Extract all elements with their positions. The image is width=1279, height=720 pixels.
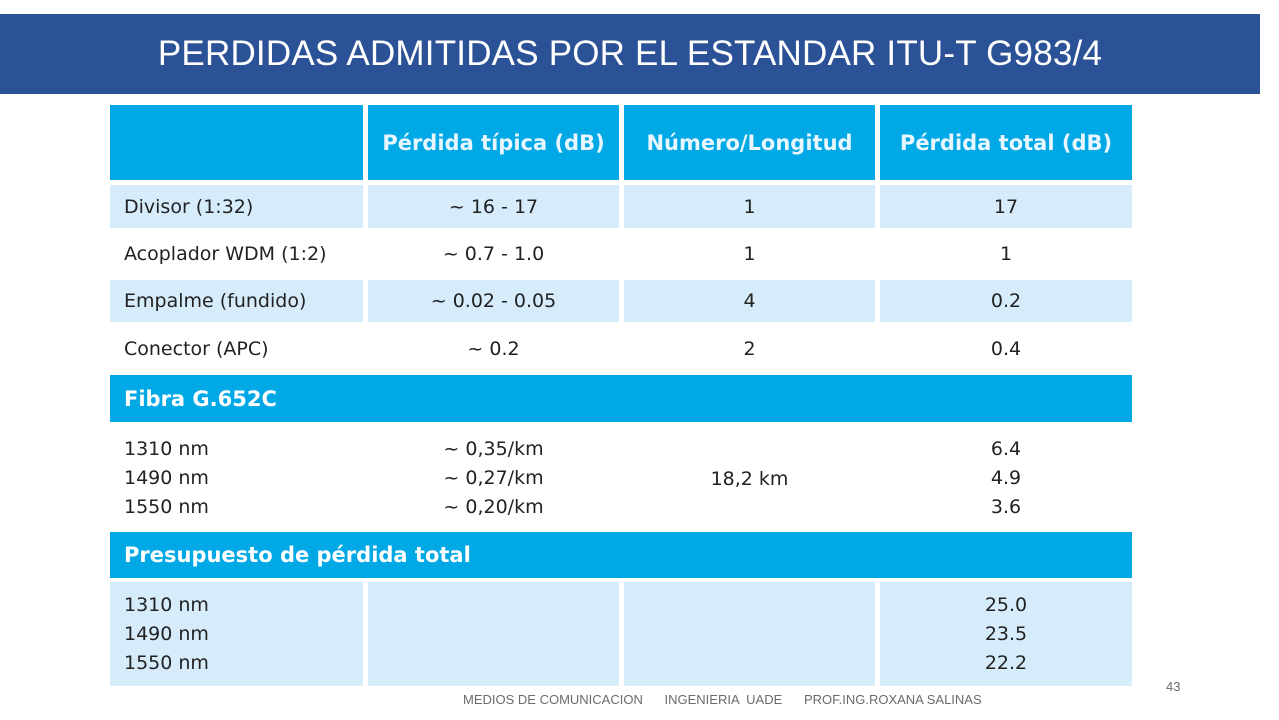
wavelength-label: 1550 nm	[124, 651, 209, 674]
title-bar: PERDIDAS ADMITIDAS POR EL ESTANDAR ITU-T…	[0, 14, 1260, 94]
page-number: 43	[1166, 679, 1181, 694]
table-row: Conector (APC) ~ 0.2 2 0.4	[110, 327, 1132, 370]
total-cell: 0.4	[990, 337, 1022, 360]
count-cell: 1	[743, 243, 756, 265]
total-cell: 0.2	[880, 280, 1132, 322]
budget-empty-cell	[624, 582, 875, 686]
wavelength-label: 1310 nm	[124, 438, 209, 460]
footer-institution: INGENIERIA UADE	[664, 692, 783, 707]
table-row: Acoplador WDM (1:2) ~ 0.7 - 1.0 1 1	[110, 233, 1132, 275]
budget-totals: 25.0 23.5 22.2	[880, 582, 1132, 686]
count-cell: 2	[743, 337, 756, 360]
fiber-section-title: Fibra G.652C	[124, 386, 277, 411]
component-cell: Divisor (1:32)	[110, 185, 363, 228]
budget-section-band: Presupuesto de pérdida total	[110, 532, 1132, 578]
total-value: 4.9	[990, 467, 1022, 489]
component-cell: Empalme (fundido)	[110, 280, 363, 322]
typical-cell: ~ 16 - 17	[368, 185, 619, 228]
footer-course: MEDIOS DE COMUNICACION	[463, 692, 643, 707]
footer-author: PROF.ING.ROXANA SALINAS	[803, 692, 982, 707]
wavelength-label: 1490 nm	[124, 467, 209, 489]
wavelength-label: 1550 nm	[124, 496, 209, 518]
typical-value: ~ 0,20/km	[443, 496, 544, 518]
fiber-section-row: 1310 nm 1490 nm 1550 nm ~ 0,35/km ~ 0,27…	[110, 427, 1132, 530]
fiber-length: 18,2 km	[710, 467, 789, 490]
fiber-section-band: Fibra G.652C	[110, 375, 1132, 422]
wavelength-label: 1310 nm	[124, 593, 209, 616]
component-cell: Conector (APC)	[124, 337, 269, 360]
table-header-row: Pérdida típica (dB) Número/Longitud Pérd…	[110, 105, 1132, 180]
fiber-typical: ~ 0,35/km ~ 0,27/km ~ 0,20/km	[368, 427, 619, 530]
table-row: Divisor (1:32) ~ 16 - 17 1 17	[110, 185, 1132, 228]
typical-cell: ~ 0.2	[467, 337, 520, 360]
total-cell: 1	[999, 243, 1013, 265]
count-cell: 4	[624, 280, 875, 322]
budget-section-title: Presupuesto de pérdida total	[124, 543, 471, 567]
typical-value: ~ 0,35/km	[443, 438, 544, 460]
slide-title: PERDIDAS ADMITIDAS POR EL ESTANDAR ITU-T…	[157, 34, 1103, 73]
total-value: 22.2	[984, 651, 1028, 674]
typical-cell: ~ 0.7 - 1.0	[442, 243, 545, 265]
total-value: 6.4	[990, 438, 1022, 460]
budget-wavelengths: 1310 nm 1490 nm 1550 nm	[110, 582, 363, 686]
slide-footer: MEDIOS DE COMUNICACION INGENIERIA UADE P…	[463, 692, 982, 707]
header-total-loss: Pérdida total (dB)	[880, 105, 1132, 180]
total-value: 25.0	[984, 593, 1028, 616]
fiber-wavelengths: 1310 nm 1490 nm 1550 nm	[110, 427, 363, 530]
header-typical-loss: Pérdida típica (dB)	[368, 105, 619, 180]
table-row: Empalme (fundido) ~ 0.02 - 0.05 4 0.2	[110, 280, 1132, 322]
total-value: 23.5	[984, 622, 1028, 645]
fiber-totals: 6.4 4.9 3.6	[880, 427, 1132, 530]
header-number-length: Número/Longitud	[624, 105, 875, 180]
header-cell-empty	[110, 105, 363, 180]
component-cell: Acoplador WDM (1:2)	[124, 243, 327, 265]
typical-cell: ~ 0.02 - 0.05	[368, 280, 619, 322]
count-cell: 1	[624, 185, 875, 228]
typical-value: ~ 0,27/km	[443, 467, 544, 489]
total-value: 3.6	[990, 496, 1022, 518]
budget-section-row: 1310 nm 1490 nm 1550 nm 25.0 23.5 22.2	[110, 582, 1132, 686]
wavelength-label: 1490 nm	[124, 622, 209, 645]
budget-empty-cell	[368, 582, 619, 686]
total-cell: 17	[880, 185, 1132, 228]
